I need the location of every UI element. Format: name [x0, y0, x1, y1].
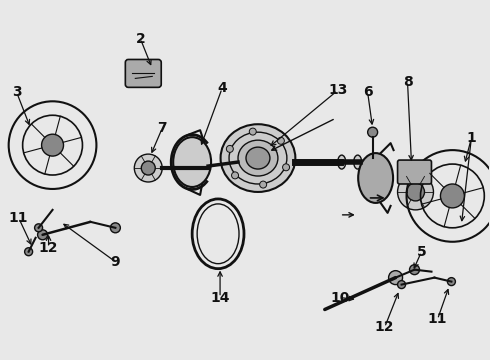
Text: 11: 11 — [9, 211, 28, 225]
Text: 9: 9 — [111, 255, 120, 269]
FancyBboxPatch shape — [125, 59, 161, 87]
Circle shape — [368, 127, 378, 137]
Text: 8: 8 — [403, 75, 413, 89]
Text: 6: 6 — [363, 85, 372, 99]
Ellipse shape — [238, 140, 278, 176]
Text: 11: 11 — [428, 312, 447, 327]
Circle shape — [232, 172, 239, 179]
Circle shape — [110, 223, 121, 233]
Circle shape — [389, 271, 403, 285]
Ellipse shape — [173, 137, 211, 187]
Circle shape — [249, 128, 256, 135]
Ellipse shape — [246, 147, 270, 169]
Text: 2: 2 — [135, 32, 145, 46]
Ellipse shape — [354, 155, 362, 169]
Text: 1: 1 — [466, 131, 476, 145]
Circle shape — [141, 161, 155, 175]
Circle shape — [277, 137, 284, 144]
Circle shape — [397, 174, 434, 210]
Ellipse shape — [220, 124, 295, 192]
Text: 4: 4 — [217, 81, 227, 95]
Circle shape — [24, 248, 33, 256]
Text: 5: 5 — [416, 245, 426, 259]
Circle shape — [260, 181, 267, 188]
Text: 12: 12 — [39, 241, 58, 255]
Circle shape — [410, 265, 419, 275]
Circle shape — [283, 164, 290, 171]
FancyBboxPatch shape — [397, 160, 432, 184]
Text: 12: 12 — [375, 320, 394, 334]
Circle shape — [441, 184, 465, 208]
Circle shape — [42, 134, 64, 156]
Circle shape — [397, 280, 406, 289]
Text: 10: 10 — [330, 291, 349, 305]
Text: 3: 3 — [12, 85, 22, 99]
Circle shape — [226, 145, 233, 152]
Circle shape — [38, 230, 48, 240]
Text: 7: 7 — [157, 121, 167, 135]
Circle shape — [447, 278, 455, 285]
Ellipse shape — [358, 153, 393, 203]
Circle shape — [134, 154, 162, 182]
Circle shape — [35, 224, 43, 232]
Circle shape — [407, 183, 424, 201]
Ellipse shape — [338, 155, 346, 169]
Text: 13: 13 — [328, 84, 347, 97]
Text: 14: 14 — [210, 291, 230, 305]
